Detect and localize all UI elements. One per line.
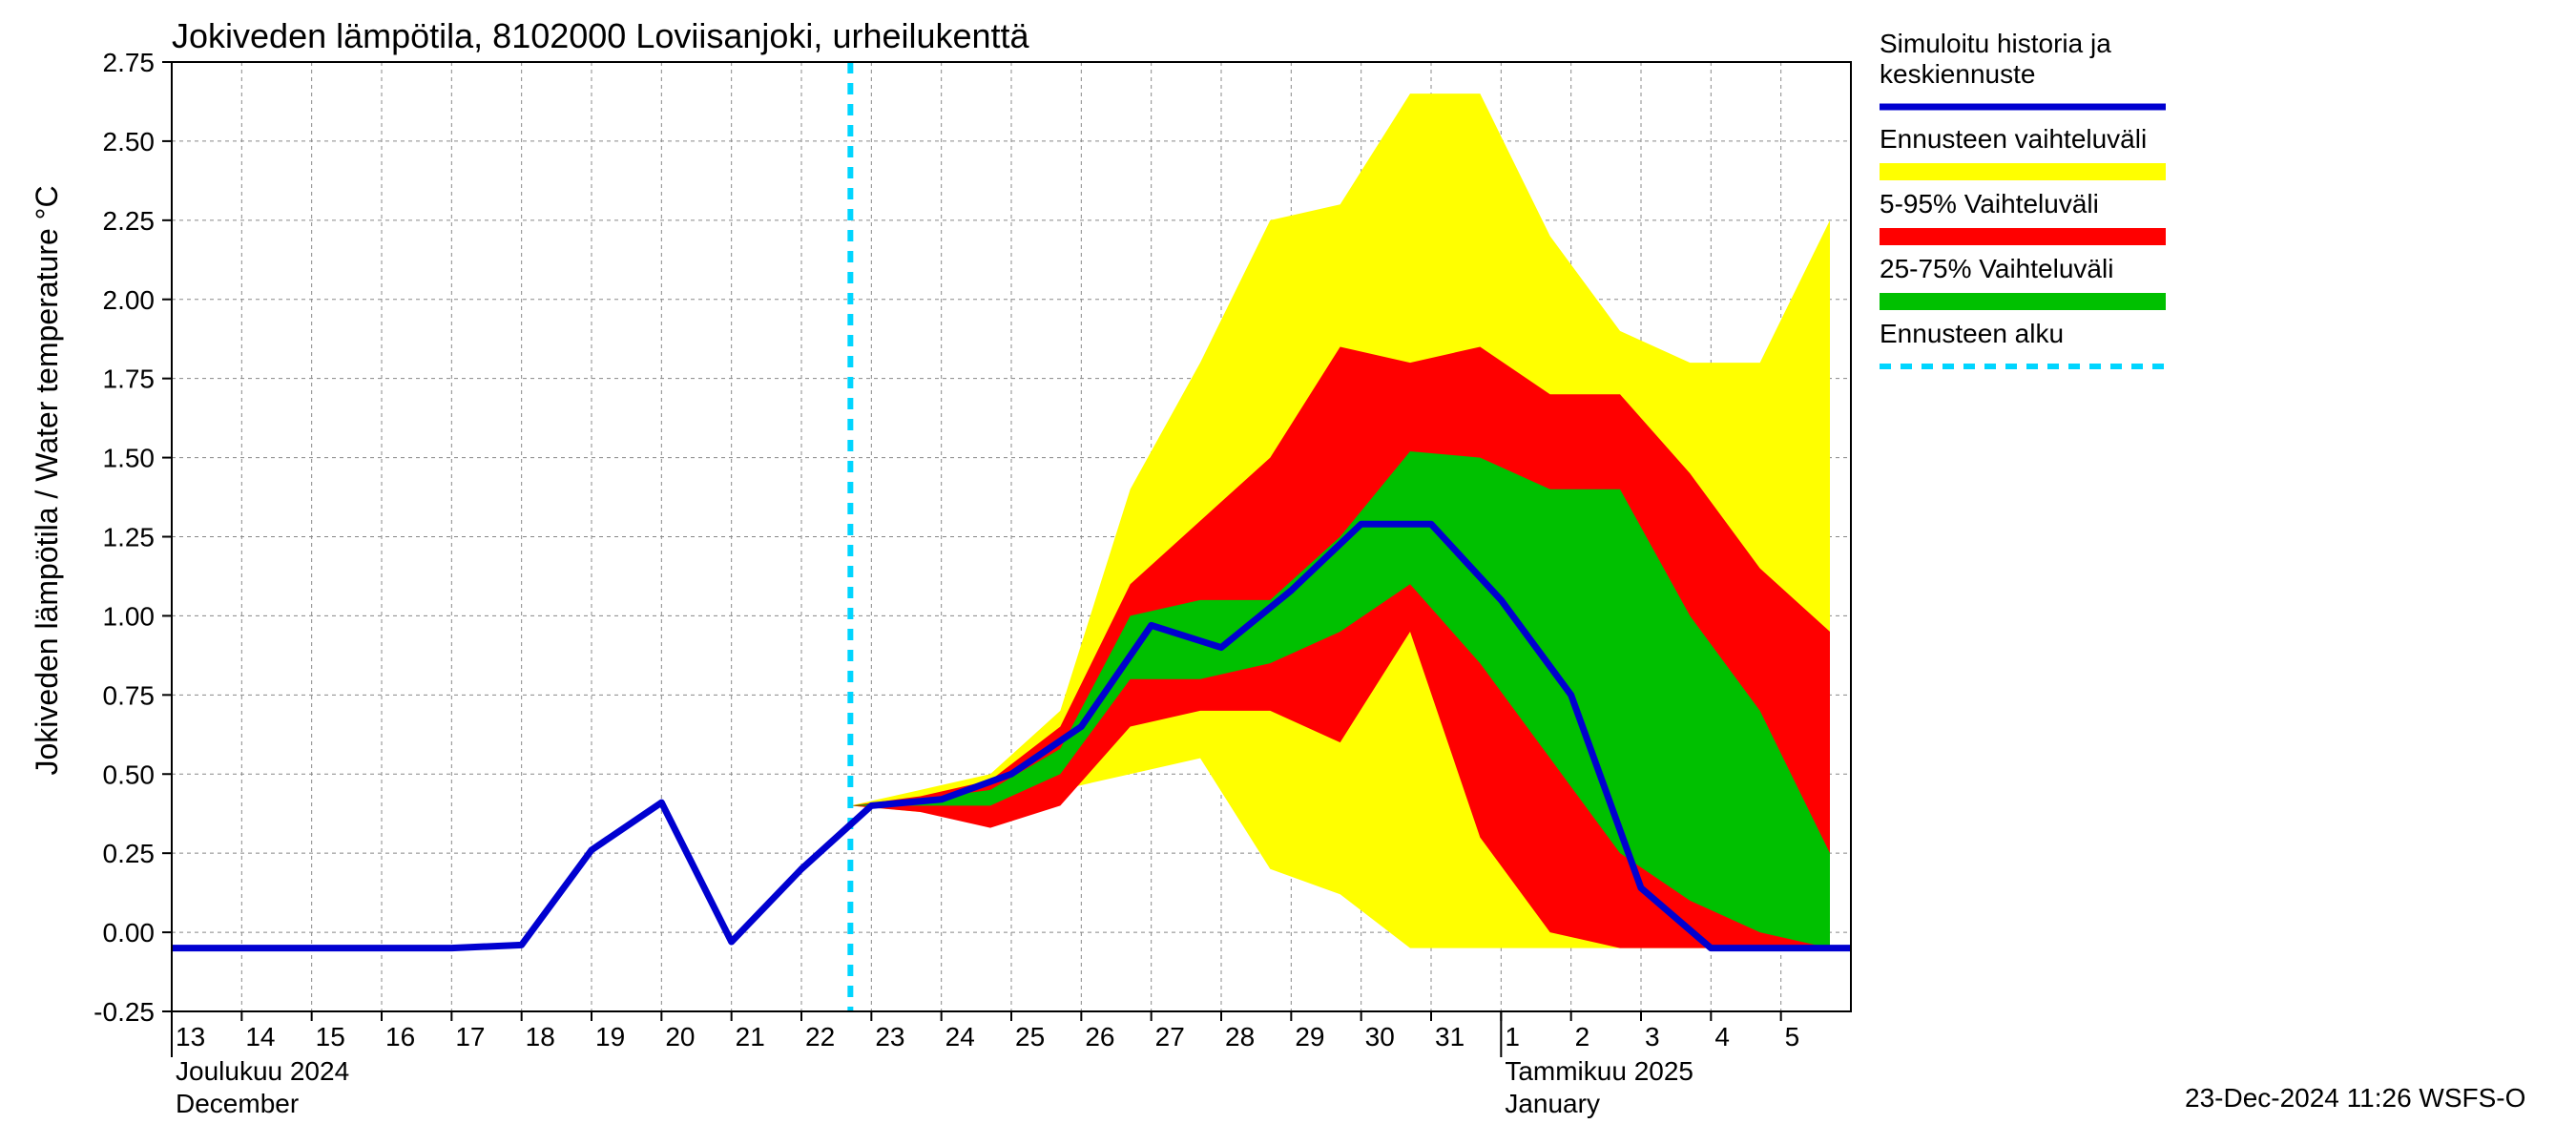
month-label: Tammikuu 2025: [1505, 1056, 1693, 1086]
xtick-label: 5: [1785, 1022, 1800, 1051]
xtick-label: 16: [385, 1022, 415, 1051]
legend-label: 5-95% Vaihteluväli: [1880, 189, 2099, 219]
legend-label: Ennusteen alku: [1880, 319, 2064, 348]
legend-swatch: [1880, 163, 2166, 180]
xtick-label: 13: [176, 1022, 205, 1051]
ytick-label: 0.75: [103, 680, 156, 710]
xtick-label: 18: [526, 1022, 555, 1051]
ytick-label: 1.00: [103, 601, 156, 631]
ytick-label: 0.25: [103, 839, 156, 868]
month-label: December: [176, 1089, 299, 1118]
legend-swatch: [1880, 228, 2166, 245]
xtick-label: 24: [945, 1022, 975, 1051]
xtick-label: 25: [1015, 1022, 1045, 1051]
month-label: Joulukuu 2024: [176, 1056, 349, 1086]
timestamp: 23-Dec-2024 11:26 WSFS-O: [2185, 1083, 2525, 1113]
xtick-label: 21: [736, 1022, 765, 1051]
xtick-label: 22: [805, 1022, 835, 1051]
xtick-label: 27: [1155, 1022, 1185, 1051]
chart-title: Jokiveden lämpötila, 8102000 Loviisanjok…: [172, 16, 1030, 55]
xtick-label: 26: [1085, 1022, 1114, 1051]
xtick-label: 28: [1225, 1022, 1255, 1051]
xtick-label: 23: [875, 1022, 904, 1051]
legend-label: 25-75% Vaihteluväli: [1880, 254, 2113, 283]
ytick-label: 2.50: [103, 127, 156, 156]
xtick-label: 14: [245, 1022, 275, 1051]
ytick-label: 0.50: [103, 760, 156, 789]
xtick-label: 3: [1645, 1022, 1660, 1051]
legend-label: keskiennuste: [1880, 59, 2035, 89]
chart-container: -0.25 0.00 0.25 0.50 0.75 1.00 1.25 1.50 1.75 2.0…: [0, 0, 2576, 1145]
y-axis-label: Jokiveden lämpötila / Water temperature …: [30, 185, 64, 775]
xtick-label: 31: [1435, 1022, 1465, 1051]
xtick-label: 30: [1365, 1022, 1395, 1051]
month-label: January: [1505, 1089, 1600, 1118]
ytick-label: 1.25: [103, 523, 156, 552]
xtick-label: 4: [1714, 1022, 1730, 1051]
ytick-label: 0.00: [103, 918, 156, 947]
ytick-label: 1.50: [103, 444, 156, 473]
chart-svg: -0.25 0.00 0.25 0.50 0.75 1.00 1.25 1.50 1.75 2.0…: [0, 0, 2576, 1145]
ytick-label: 2.25: [103, 206, 156, 236]
ytick-label: -0.25: [93, 997, 155, 1027]
xtick-label: 1: [1505, 1022, 1520, 1051]
ytick-label: 2.00: [103, 285, 156, 315]
legend-label: Ennusteen vaihteluväli: [1880, 124, 2147, 154]
xtick-label: 19: [595, 1022, 625, 1051]
ytick-label: 1.75: [103, 364, 156, 394]
legend-swatch: [1880, 293, 2166, 310]
xtick-label: 17: [455, 1022, 485, 1051]
xtick-label: 2: [1575, 1022, 1590, 1051]
xtick-label: 15: [316, 1022, 345, 1051]
ytick-label: 2.75: [103, 48, 156, 77]
legend-label: Simuloitu historia ja: [1880, 29, 2111, 58]
xtick-label: 20: [665, 1022, 695, 1051]
xtick-label: 29: [1295, 1022, 1324, 1051]
